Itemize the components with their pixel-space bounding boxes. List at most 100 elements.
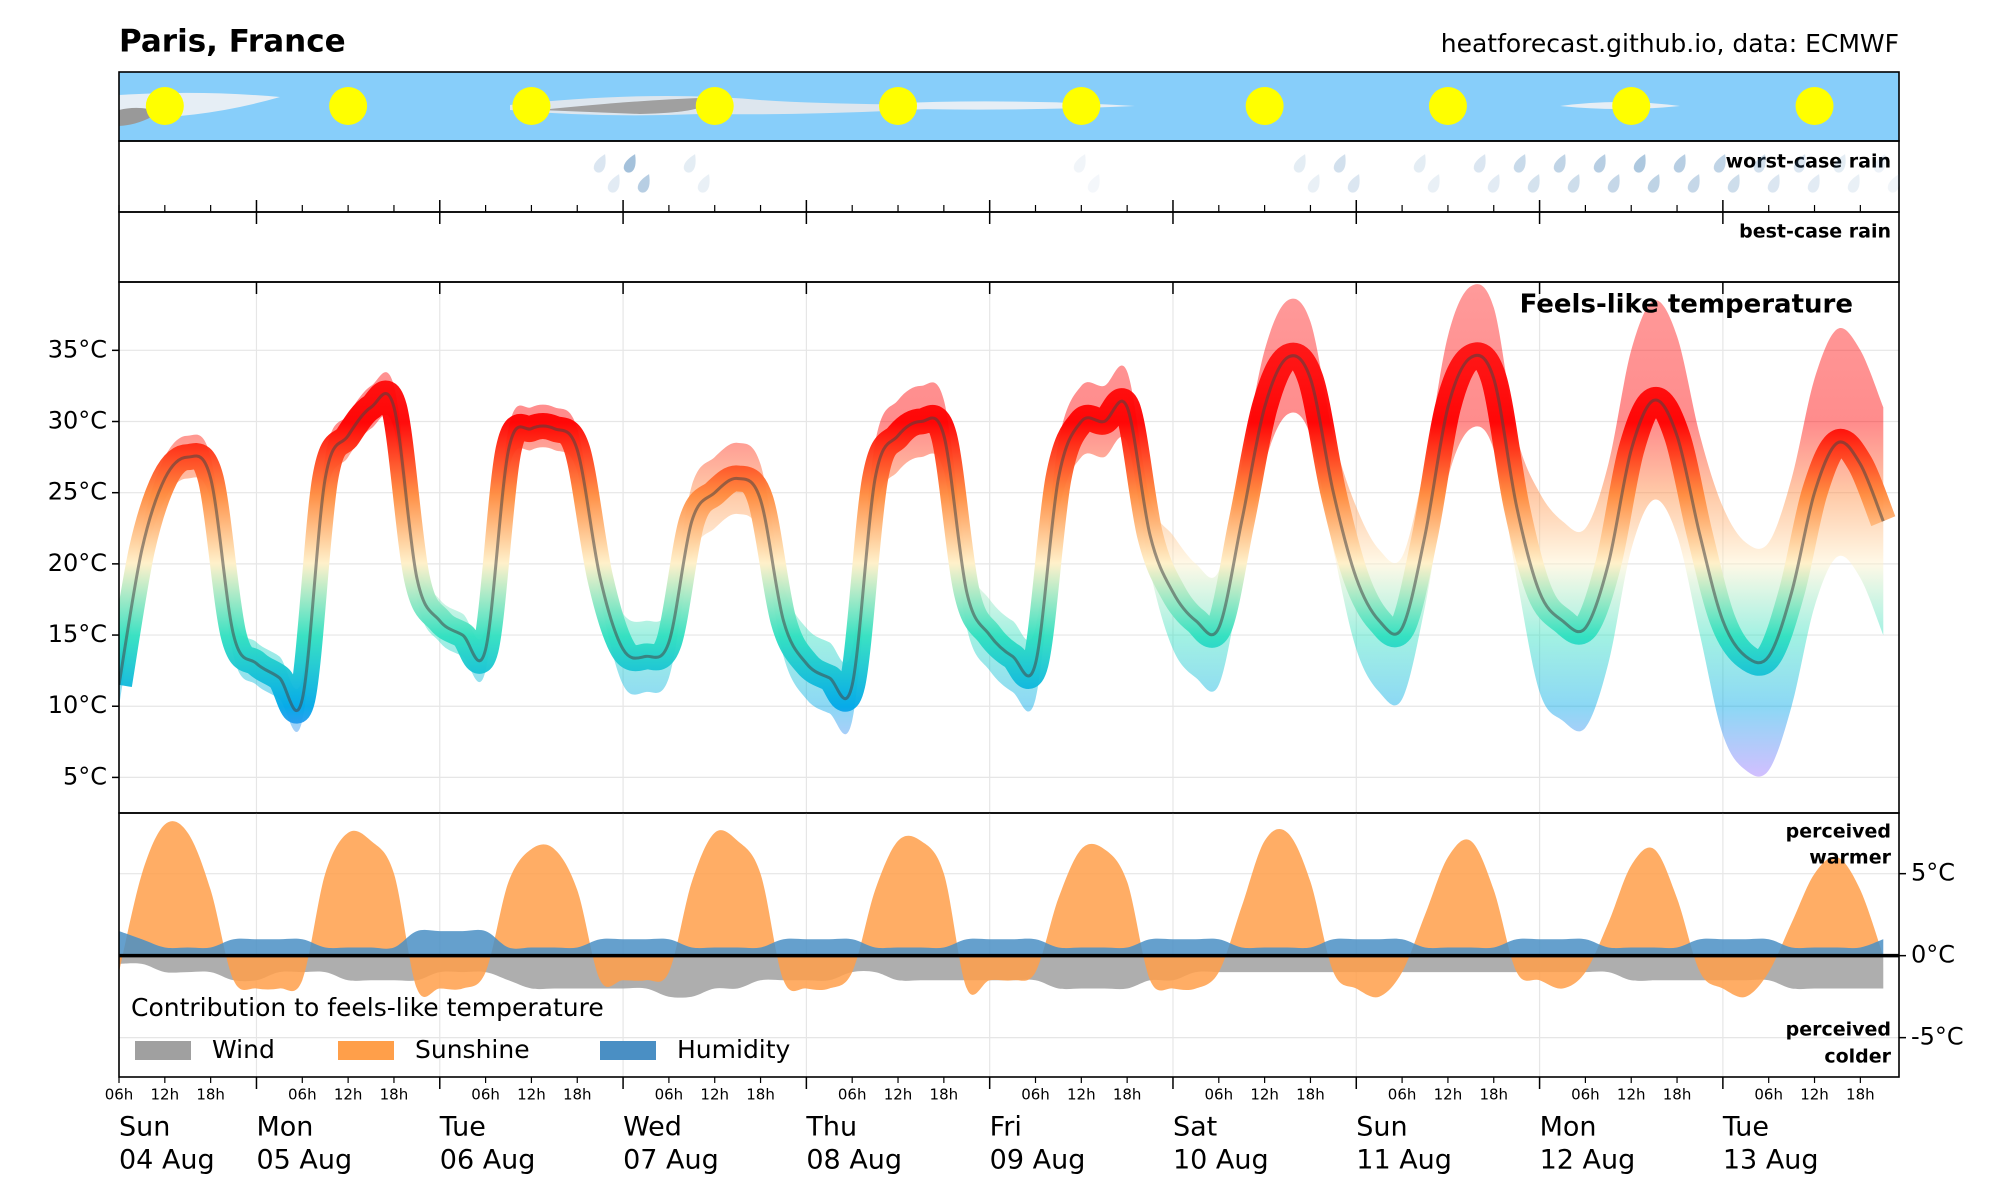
sun-icon bbox=[1245, 87, 1284, 125]
day-label: 04 Aug bbox=[119, 1145, 215, 1176]
sun-icon bbox=[1795, 87, 1834, 125]
hour-label: 18h bbox=[563, 1086, 592, 1104]
warmer-label: warmer bbox=[1809, 847, 1891, 869]
day-label: Sat bbox=[1173, 1112, 1217, 1143]
day-label: 07 Aug bbox=[623, 1145, 719, 1176]
rain-drop bbox=[1487, 174, 1500, 193]
rain-drop bbox=[607, 174, 620, 193]
day-label: Thu bbox=[805, 1112, 857, 1143]
hour-label: 18h bbox=[1479, 1086, 1508, 1104]
rain-drop bbox=[1793, 154, 1806, 173]
hour-label: 18h bbox=[1846, 1086, 1875, 1104]
day-label: 05 Aug bbox=[256, 1145, 352, 1176]
hour-label: 06h bbox=[105, 1086, 134, 1104]
rain-drop bbox=[1887, 174, 1900, 193]
day-label: 13 Aug bbox=[1723, 1145, 1819, 1176]
hour-label: 12h bbox=[1067, 1086, 1096, 1104]
rain-drop bbox=[1513, 154, 1526, 173]
rain-drop bbox=[1527, 174, 1540, 193]
chart-title: Paris, France bbox=[119, 24, 346, 60]
rain-drop bbox=[623, 154, 636, 173]
y-tick-label: 10°C bbox=[48, 691, 107, 719]
hour-label: 12h bbox=[700, 1086, 729, 1104]
rain-drop bbox=[1553, 154, 1566, 173]
rain-drop bbox=[1473, 154, 1486, 173]
day-label: Mon bbox=[1540, 1112, 1597, 1143]
hour-label: 18h bbox=[746, 1086, 775, 1104]
rain-drop bbox=[1073, 154, 1086, 173]
rain-drop bbox=[1593, 154, 1606, 173]
y-tick-label: 5°C bbox=[63, 762, 107, 790]
temperature-plot bbox=[119, 282, 1899, 813]
y2-tick-label: -5°C bbox=[1911, 1023, 1964, 1051]
day-label: 09 Aug bbox=[990, 1145, 1086, 1176]
rain-drop bbox=[1087, 174, 1100, 193]
sun-icon bbox=[145, 87, 184, 125]
legend-label: Humidity bbox=[677, 1035, 791, 1064]
day-label: Tue bbox=[1722, 1112, 1769, 1143]
legend-swatch bbox=[600, 1041, 656, 1060]
rain-drop bbox=[637, 174, 650, 193]
rain-drop bbox=[1753, 154, 1766, 173]
rain-drop bbox=[1833, 154, 1846, 173]
hour-label: 12h bbox=[334, 1086, 363, 1104]
rain-drop bbox=[1687, 174, 1700, 193]
day-label: Sun bbox=[119, 1112, 170, 1143]
rain-drop bbox=[1873, 154, 1886, 173]
hour-label: 12h bbox=[1800, 1086, 1829, 1104]
legend-title: Contribution to feels-like temperature bbox=[131, 993, 604, 1022]
temperature-core bbox=[119, 342, 1896, 724]
day-label: 12 Aug bbox=[1540, 1145, 1636, 1176]
hour-label: 12h bbox=[1434, 1086, 1463, 1104]
hour-label: 06h bbox=[1571, 1086, 1600, 1104]
hour-label: 18h bbox=[380, 1086, 409, 1104]
contribution-plot bbox=[119, 813, 1899, 1077]
day-label: 11 Aug bbox=[1356, 1145, 1452, 1176]
legend-swatch bbox=[135, 1041, 191, 1060]
hour-label: 18h bbox=[930, 1086, 959, 1104]
hour-label: 12h bbox=[1250, 1086, 1279, 1104]
legend-label: Sunshine bbox=[415, 1035, 530, 1064]
hour-label: 06h bbox=[1205, 1086, 1234, 1104]
y-tick-label: 25°C bbox=[48, 478, 107, 506]
sun-icon bbox=[879, 87, 918, 125]
axes: 5°C 10°C 15°C 20°C 25°C 30°C 35°C -5°C 0°C 5°C Win… bbox=[48, 200, 1964, 1176]
rain-drops bbox=[593, 154, 1900, 193]
day-label: 06 Aug bbox=[440, 1145, 536, 1176]
rain-drop bbox=[683, 154, 696, 173]
worst-rain-panel bbox=[118, 140, 1900, 213]
rain-drop bbox=[1607, 174, 1620, 193]
sun-icon bbox=[695, 87, 734, 125]
rain-drop bbox=[1647, 174, 1660, 193]
sun-icon bbox=[1062, 87, 1101, 125]
hour-label: 12h bbox=[884, 1086, 913, 1104]
sun-icon bbox=[1428, 87, 1467, 125]
hour-label: 06h bbox=[838, 1086, 867, 1104]
source: heatforecast.github.io, data: ECMWF bbox=[1441, 29, 1899, 58]
best-rain-panel bbox=[118, 211, 1900, 283]
rain-drop bbox=[1307, 174, 1320, 193]
rain-drop bbox=[1713, 154, 1726, 173]
rain-drop bbox=[1727, 174, 1740, 193]
worst-rain-label: worst-case rain bbox=[1726, 151, 1891, 173]
day-label: 08 Aug bbox=[806, 1145, 902, 1176]
rain-drop bbox=[1767, 174, 1780, 193]
colder-label: perceived bbox=[1786, 1019, 1891, 1041]
hour-label: 06h bbox=[655, 1086, 684, 1104]
hour-label: 06h bbox=[288, 1086, 317, 1104]
hour-label: 12h bbox=[517, 1086, 546, 1104]
warmer-label: perceived bbox=[1786, 821, 1891, 843]
day-label: Tue bbox=[439, 1112, 486, 1143]
hour-label: 18h bbox=[1113, 1086, 1142, 1104]
rain-drop bbox=[1347, 174, 1360, 193]
rain-drop bbox=[1633, 154, 1646, 173]
hour-label: 18h bbox=[196, 1086, 225, 1104]
rain-drop bbox=[1807, 174, 1820, 193]
hour-label: 18h bbox=[1663, 1086, 1692, 1104]
legend-label: Wind bbox=[212, 1035, 275, 1064]
day-label: 10 Aug bbox=[1173, 1145, 1269, 1176]
day-label: Mon bbox=[256, 1112, 313, 1143]
hour-label: 06h bbox=[1388, 1086, 1417, 1104]
hour-label: 06h bbox=[471, 1086, 500, 1104]
